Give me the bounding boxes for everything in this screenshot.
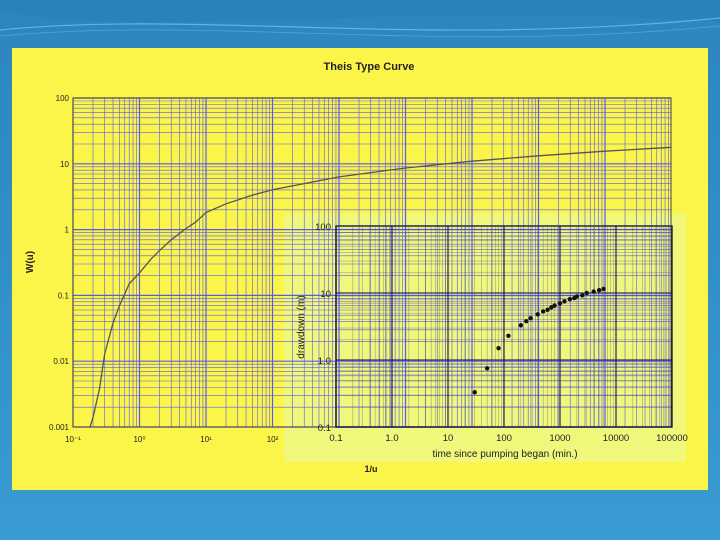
- inset-x-tick-label: 100: [496, 433, 512, 444]
- inset-y-tick-label: 1.0: [318, 356, 331, 367]
- drawdown-data-point: [580, 293, 585, 298]
- drawdown-data-point: [552, 303, 557, 308]
- main-chart-y-axis-label: W(u): [25, 251, 36, 273]
- drawdown-data-point: [528, 316, 533, 321]
- inset-y-tick-label: 10: [320, 289, 331, 300]
- drawdown-data-point: [524, 318, 529, 324]
- inset-x-tick-label: 10: [443, 433, 454, 444]
- inset-chart-points-layer: [472, 286, 606, 395]
- drawdown-data-point: [549, 305, 554, 310]
- main-chart-tick-labels: 0.001 0.01 0.1 1 10 100 10⁻¹ 10⁰ 10¹ 10²: [49, 94, 279, 444]
- inset-chart-grid: [335, 225, 673, 428]
- inset-x-tick-label: 1.0: [385, 433, 398, 444]
- drawdown-data-point: [591, 289, 596, 294]
- drawdown-data-point: [596, 288, 602, 293]
- main-y-tick-label: 10: [60, 160, 69, 169]
- inset-x-tick-label: 1000: [549, 433, 570, 444]
- drawdown-data-point: [557, 301, 563, 306]
- inset-chart-x-axis-label: time since pumping began (min.): [432, 449, 577, 460]
- main-chart-grid: [72, 97, 672, 428]
- inset-chart-y-axis-label: drawdown (m): [296, 295, 307, 358]
- drawdown-data-point: [496, 346, 501, 351]
- main-x-tick-label: 10⁻¹: [65, 435, 81, 444]
- drawdown-data-point: [584, 290, 589, 296]
- main-x-tick-label: 10¹: [200, 435, 212, 444]
- drawdown-data-point: [540, 309, 546, 314]
- theis-curve-line: [89, 146, 672, 428]
- drawdown-data-point: [574, 294, 580, 299]
- main-chart-title: Theis Type Curve: [324, 61, 415, 73]
- inset-x-tick-label: 10000: [603, 433, 629, 444]
- decorative-wave: [0, 0, 720, 38]
- main-y-tick-label: 100: [56, 94, 70, 103]
- main-y-tick-label: 1: [65, 226, 70, 235]
- main-y-tick-label: 0.001: [49, 423, 70, 432]
- inset-y-tick-label: 100: [315, 222, 331, 233]
- drawdown-data-point: [472, 390, 477, 395]
- main-plot-frame: [72, 97, 672, 428]
- inset-y-tick-label: 0.1: [318, 423, 331, 434]
- main-x-tick-label: 10⁰: [133, 435, 145, 444]
- inset-chart-panel: [284, 213, 686, 462]
- drawdown-data-point: [535, 312, 540, 317]
- drawdown-data-point: [506, 333, 511, 338]
- inset-plot-frame: [335, 225, 673, 428]
- inset-x-tick-label: 100000: [656, 433, 688, 444]
- drawdown-data-point: [562, 299, 567, 304]
- inset-x-tick-label: 0.1: [329, 433, 342, 444]
- drawdown-data-point: [545, 307, 550, 313]
- inset-chart-tick-labels: 0.1 1.0 10 100 0.1 1.0 10 100 1000 10000 100000: [315, 222, 688, 444]
- drawdown-data-point: [518, 323, 524, 328]
- main-chart-x-axis-label: 1/u: [364, 464, 377, 474]
- main-chart-curve-layer: [89, 146, 672, 428]
- drawdown-data-point: [484, 366, 490, 371]
- drawdown-data-point: [601, 286, 606, 292]
- main-y-tick-label: 0.01: [53, 357, 69, 366]
- drawdown-data-point: [567, 296, 573, 302]
- main-x-tick-label: 10²: [267, 435, 279, 444]
- main-y-tick-label: 0.1: [58, 291, 70, 300]
